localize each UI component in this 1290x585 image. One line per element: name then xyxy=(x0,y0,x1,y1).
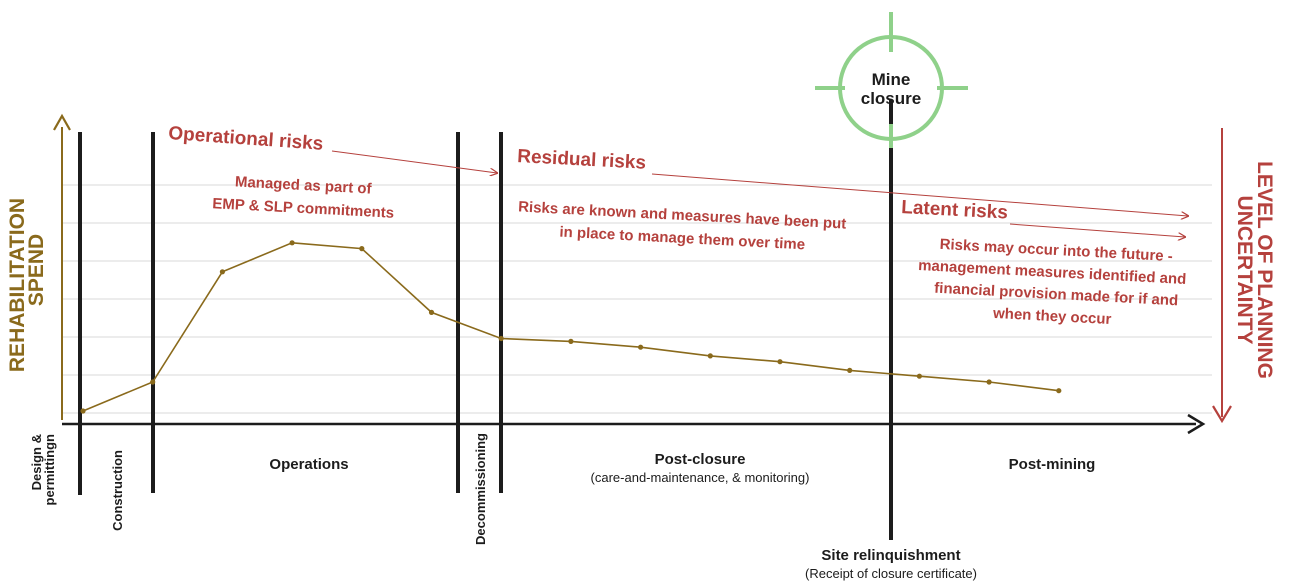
risk-arrows xyxy=(331,150,1188,237)
right-axis-label-line1: LEVEL OF PLANNING xyxy=(1253,161,1276,379)
spend-point xyxy=(359,246,365,252)
spend-point xyxy=(428,309,435,315)
spend-point xyxy=(986,379,992,385)
latent-risks-desc-line4: when they occur xyxy=(992,305,1112,328)
spend-point xyxy=(498,335,504,342)
phase-construction-label: Construction xyxy=(110,450,125,531)
gridlines xyxy=(62,184,1212,414)
right-axis-label-line2: UNCERTAINTY xyxy=(1233,196,1256,345)
y-axis-label-line1: REHABILITATION xyxy=(6,198,29,372)
spend-point xyxy=(916,373,923,379)
x-axis-arrow-icon xyxy=(1187,413,1206,435)
phase-post-closure-label: Post-closure xyxy=(655,451,746,468)
spend-line xyxy=(82,241,1059,412)
y-axis xyxy=(53,113,71,420)
rehabilitation-spend-curve xyxy=(80,240,1062,414)
spend-point xyxy=(638,344,644,350)
spend-point xyxy=(777,359,783,365)
site-relinquishment-sublabel: (Receipt of closure certificate) xyxy=(805,566,977,581)
y-axis-arrow-icon xyxy=(53,113,71,131)
y-axis-label-line2: SPEND xyxy=(25,234,48,306)
operational-risks-title: Operational risks xyxy=(168,123,324,155)
spend-point xyxy=(150,379,156,385)
operational-risk-arrow xyxy=(331,150,497,173)
target-label-line2: closure xyxy=(861,89,921,108)
right-axis xyxy=(1212,128,1232,424)
operational-risks-desc-line1: Managed as part of xyxy=(235,173,373,197)
residual-risk-arrow xyxy=(651,173,1188,216)
latent-risks-title: Latent risks xyxy=(901,197,1009,224)
spend-point xyxy=(568,338,574,344)
operational-risks-desc-line2: EMP & SLP commitments xyxy=(212,195,395,222)
phase-post-mining-label: Post-mining xyxy=(1009,456,1096,473)
spend-point xyxy=(1056,388,1062,394)
phase-design-label-line2: permittingn xyxy=(42,434,57,506)
spend-point xyxy=(707,353,713,359)
spend-point xyxy=(847,367,853,373)
phase-post-closure-sublabel: (care-and-maintenance, & monitoring) xyxy=(591,470,810,485)
residual-risks-title: Residual risks xyxy=(517,146,647,174)
latent-risk-arrow xyxy=(1009,223,1185,237)
phase-operations-label: Operations xyxy=(269,456,348,473)
spend-point xyxy=(289,240,295,246)
phase-decommissioning-label: Decommissioning xyxy=(473,433,488,545)
mine-closure-target-icon xyxy=(815,12,968,148)
right-axis-arrow-icon xyxy=(1212,405,1232,424)
spend-point xyxy=(80,408,86,414)
phase-design-label-line1: Design & xyxy=(29,434,44,490)
spend-point xyxy=(219,269,225,275)
phase-dividers xyxy=(78,100,893,540)
target-label-line1: Mine xyxy=(872,70,911,89)
x-axis xyxy=(62,413,1206,435)
site-relinquishment-label: Site relinquishment xyxy=(821,547,960,564)
